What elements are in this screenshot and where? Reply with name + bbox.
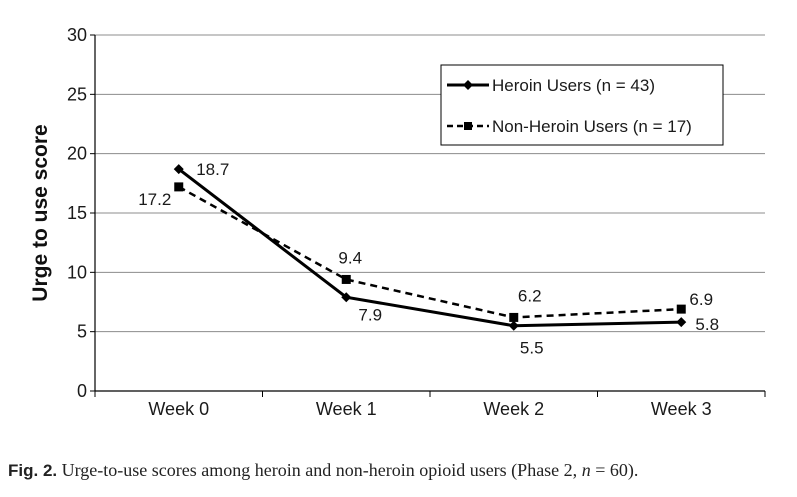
series-line-1 xyxy=(178,185,682,319)
y-axis-label: Urge to use score xyxy=(29,124,52,301)
legend-marker-nonheroin xyxy=(464,122,472,130)
y-tick-label: 20 xyxy=(67,144,87,164)
point-marker-square xyxy=(509,312,519,322)
series-line-0 xyxy=(177,167,682,328)
y-tick-label: 0 xyxy=(77,381,87,401)
caption-label: Fig. 2. xyxy=(8,461,58,480)
x-tick-label: Week 3 xyxy=(651,399,712,419)
y-tick-label: 30 xyxy=(67,25,87,45)
y-tick-label: 15 xyxy=(67,203,87,223)
point-marker-square xyxy=(676,304,686,314)
point-marker-diamond xyxy=(676,317,687,328)
legend-box xyxy=(440,64,724,146)
point-marker-square xyxy=(341,274,351,284)
legend-label-nonheroin: Non-Heroin Users (n = 17) xyxy=(492,117,692,136)
data-labels: 18.7 7.9 5.5 5.8 17.2 9.4 6.2 6.9 xyxy=(138,160,719,358)
y-tick-label: 10 xyxy=(67,262,87,282)
caption-text: Urge-to-use scores among heroin and non-… xyxy=(57,460,582,480)
y-tick-label: 25 xyxy=(67,84,87,104)
data-label: 5.8 xyxy=(695,315,719,334)
data-label: 6.9 xyxy=(689,290,713,309)
x-tick-label: Week 2 xyxy=(483,399,544,419)
point-marker-diamond xyxy=(341,292,352,303)
data-label: 5.5 xyxy=(520,339,544,358)
caption-n-variable: n xyxy=(581,460,591,480)
legend: Heroin Users (n = 43) Non-Heroin Users (… xyxy=(440,64,724,146)
caption-text-end: = 60). xyxy=(590,460,639,480)
legend-label-heroin: Heroin Users (n = 43) xyxy=(492,76,655,95)
gridlines xyxy=(95,34,765,333)
point-marker-diamond xyxy=(173,164,184,175)
point-marker-diamond xyxy=(508,320,519,331)
line-chart: 0 5 10 15 20 25 30 Week 0 Week 1 Week 2 Week 3 Ur… xyxy=(29,25,766,419)
figure-caption: Fig. 2. Urge-to-use scores among heroin … xyxy=(8,460,793,481)
y-tick-labels: 0 5 10 15 20 25 30 xyxy=(67,25,95,401)
data-label: 9.4 xyxy=(338,248,362,267)
data-label: 18.7 xyxy=(196,160,229,179)
x-tick-labels: Week 0 Week 1 Week 2 Week 3 xyxy=(94,391,766,419)
series-group xyxy=(173,164,687,331)
y-tick-label: 5 xyxy=(77,322,87,342)
x-tick-label: Week 1 xyxy=(316,399,377,419)
legend-marker-heroin xyxy=(463,80,473,90)
point-marker-square xyxy=(174,182,184,192)
data-label: 6.2 xyxy=(518,286,542,305)
x-tick-label: Week 0 xyxy=(148,399,209,419)
data-label: 17.2 xyxy=(138,190,171,209)
data-label: 7.9 xyxy=(358,305,382,324)
